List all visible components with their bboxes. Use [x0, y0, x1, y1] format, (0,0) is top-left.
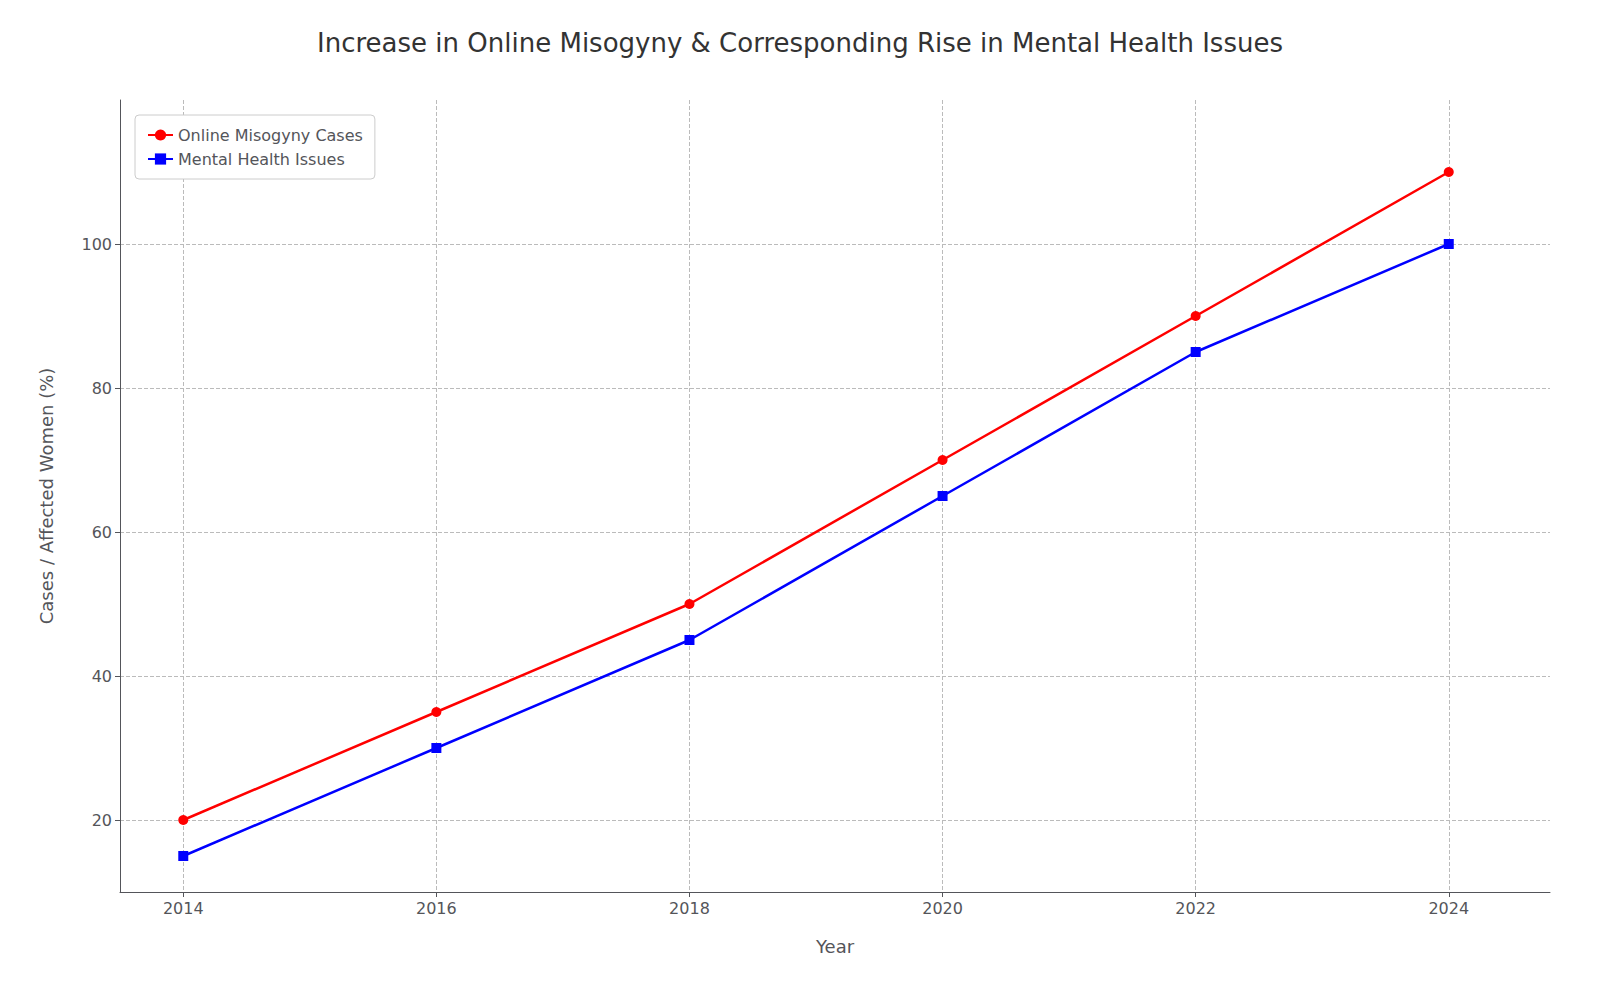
svg-text:2018: 2018	[669, 899, 710, 918]
svg-text:60: 60	[92, 523, 112, 542]
svg-text:2016: 2016	[416, 899, 457, 918]
svg-text:Cases / Affected Women (%): Cases / Affected Women (%)	[36, 368, 57, 625]
svg-text:2022: 2022	[1175, 899, 1216, 918]
svg-text:20: 20	[92, 811, 112, 830]
svg-text:80: 80	[92, 379, 112, 398]
svg-text:100: 100	[81, 235, 112, 254]
svg-text:Increase in Online Misogyny &: Increase in Online Misogyny & Correspond…	[317, 28, 1283, 58]
svg-text:Online Misogyny Cases: Online Misogyny Cases	[178, 126, 363, 145]
svg-text:Year: Year	[815, 936, 855, 957]
svg-text:40: 40	[92, 667, 112, 686]
svg-text:2024: 2024	[1428, 899, 1469, 918]
svg-text:2014: 2014	[163, 899, 204, 918]
svg-text:Mental Health Issues: Mental Health Issues	[178, 150, 345, 169]
svg-text:2020: 2020	[922, 899, 963, 918]
